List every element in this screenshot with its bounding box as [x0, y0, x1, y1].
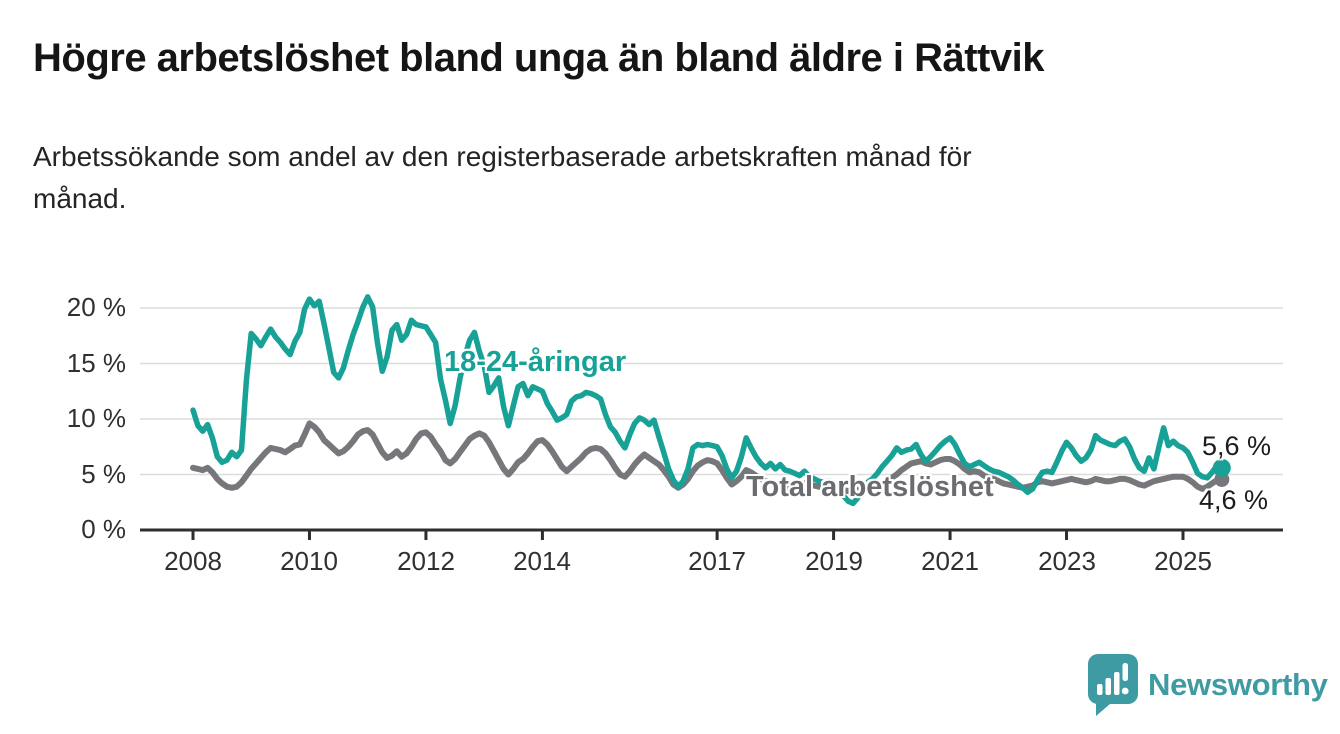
youth-end-dot: [1212, 458, 1231, 477]
chart-subtitle: Arbetssökande som andel av den registerb…: [33, 141, 972, 214]
total-unemployment-line: [190, 420, 1225, 495]
chart-title: Högre arbetslöshet bland unga än bland ä…: [33, 36, 1044, 80]
newsworthy-wordmark: Newsworthy: [1148, 667, 1328, 702]
newsworthy-logo: Newsworthy: [1086, 652, 1328, 718]
newsworthy-chart-bubble-icon: [1088, 654, 1138, 716]
youth-unemployment-line: [190, 294, 1225, 507]
